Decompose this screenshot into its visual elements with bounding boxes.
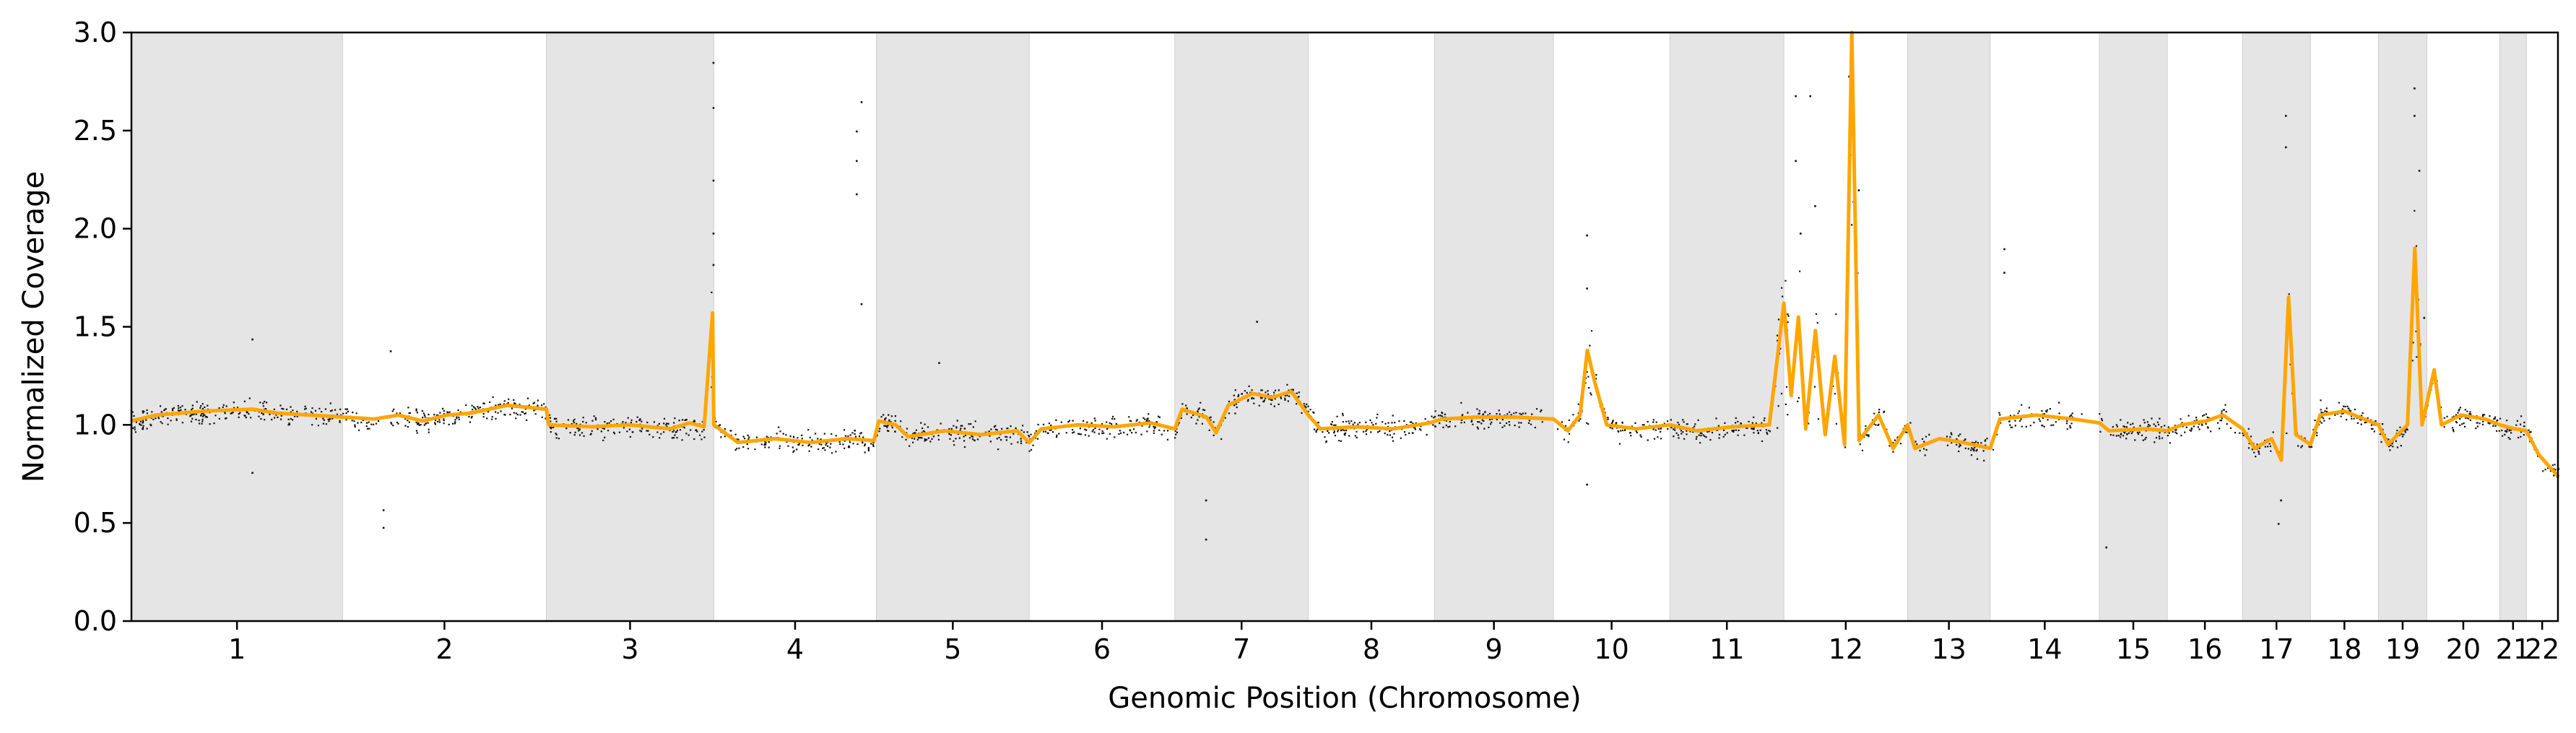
x-tick-label-chr21: 21 xyxy=(2496,633,2531,665)
x-tick-label-chr17: 17 xyxy=(2259,633,2294,665)
chromosome-band-11 xyxy=(1669,32,1784,622)
x-tick-label-chr5: 5 xyxy=(944,633,961,665)
y-tick-label: 0.0 xyxy=(74,605,117,637)
y-axis: 0.0 0.5 1.0 1.5 2.0 2.5 3.0 xyxy=(74,17,131,637)
x-tick-label-chr10: 10 xyxy=(1594,633,1629,665)
segment-line xyxy=(131,30,2559,477)
x-tick-label-chr8: 8 xyxy=(1363,633,1380,665)
y-tick-label: 2.0 xyxy=(74,213,117,245)
chromosome-band-13 xyxy=(1907,32,1991,622)
y-axis-label: Normalized Coverage xyxy=(17,171,51,482)
x-tick-label-chr1: 1 xyxy=(228,633,246,665)
coverage-points xyxy=(131,32,2560,549)
x-tick-label-chr6: 6 xyxy=(1093,633,1111,665)
y-tick-label: 1.5 xyxy=(74,311,117,343)
x-tick-label-chr15: 15 xyxy=(2116,633,2151,665)
x-tick-label-chr7: 7 xyxy=(1233,633,1250,665)
x-tick-label-chr11: 11 xyxy=(1709,633,1744,665)
x-tick-label-chr12: 12 xyxy=(1829,633,1863,665)
x-tick-label-chr19: 19 xyxy=(2385,633,2420,665)
x-tick-label-chr13: 13 xyxy=(1931,633,1966,665)
chromosome-band-21 xyxy=(2499,32,2527,622)
y-tick-label: 2.5 xyxy=(74,115,117,147)
x-tick-label-chr4: 4 xyxy=(786,633,804,665)
x-axis-label: Genomic Position (Chromosome) xyxy=(1108,682,1582,715)
chromosome-band-7 xyxy=(1174,32,1309,622)
x-tick-label-chr22: 22 xyxy=(2525,633,2559,665)
y-tick-label: 0.5 xyxy=(74,507,117,539)
x-tick-label-chr9: 9 xyxy=(1486,633,1503,665)
chromosome-band-1 xyxy=(131,32,343,622)
coverage-point-cloud xyxy=(131,32,2560,549)
segment-line-group xyxy=(131,30,2559,477)
x-tick-label-chr20: 20 xyxy=(2446,633,2481,665)
chromosome-band-3 xyxy=(546,32,714,622)
x-tick-label-chr16: 16 xyxy=(2187,633,2222,665)
plot-frame xyxy=(130,31,2559,623)
chromosome-band-9 xyxy=(1434,32,1554,622)
y-tick-label: 3.0 xyxy=(74,17,117,48)
x-tick-label-chr2: 2 xyxy=(435,633,453,665)
x-tick-label-chr14: 14 xyxy=(2027,633,2062,665)
chromosome-band-15 xyxy=(2099,32,2168,622)
chromosome-band-5 xyxy=(876,32,1030,622)
y-tick-label: 1.0 xyxy=(74,409,117,441)
x-tick-label-chr3: 3 xyxy=(621,633,638,665)
x-tick-label-chr18: 18 xyxy=(2327,633,2362,665)
chromosome-bands xyxy=(131,32,2527,622)
chromosome-band-17 xyxy=(2242,32,2311,622)
